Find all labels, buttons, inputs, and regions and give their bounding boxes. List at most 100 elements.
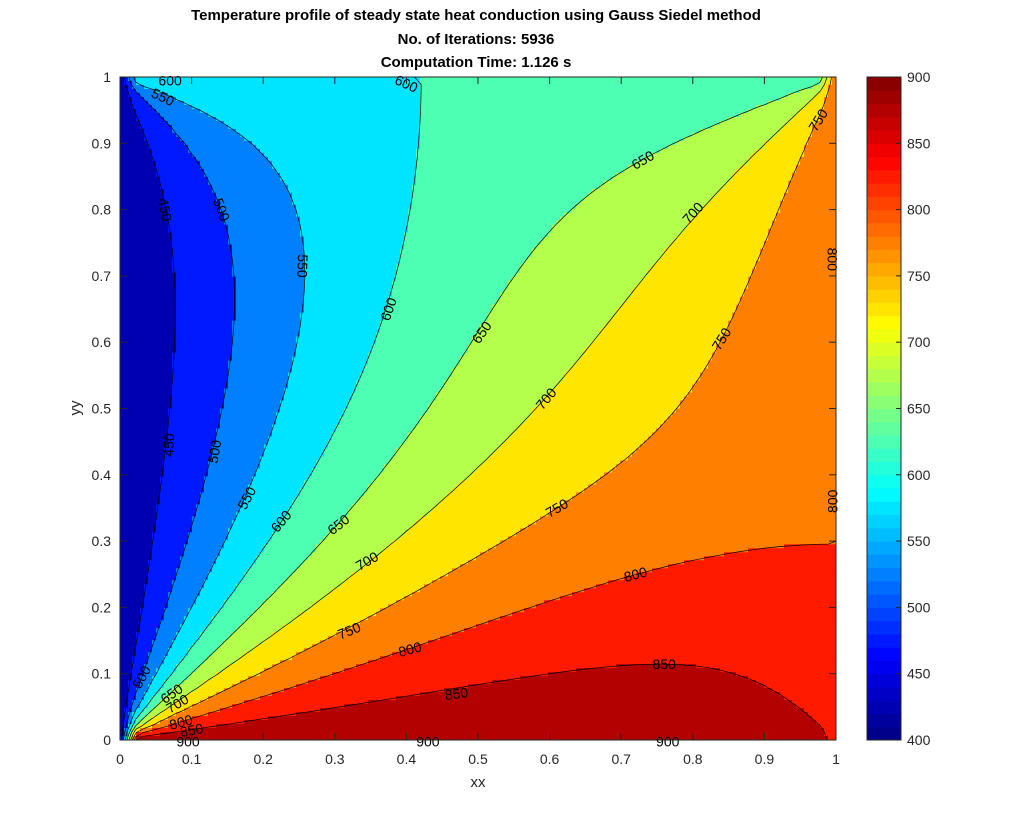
fill-cell [700, 92, 705, 98]
fill-cell [184, 120, 189, 126]
fill-cell [708, 144, 713, 150]
fill-cell [124, 92, 129, 98]
fill-cell [240, 168, 245, 174]
fill-cell [168, 77, 173, 82]
fill-cell [228, 124, 233, 130]
fill-cell [572, 176, 577, 182]
fill-cell [560, 100, 565, 106]
fill-cell [580, 136, 585, 142]
fill-cell [192, 156, 197, 162]
fill-cell [448, 116, 453, 122]
fill-cell [596, 116, 601, 122]
fill-cell [828, 168, 833, 174]
fill-cell [484, 92, 489, 98]
fill-cell [336, 168, 341, 174]
fill-cell [532, 80, 537, 86]
fill-cell [808, 108, 813, 114]
fill-cell [168, 100, 173, 106]
fill-cell [276, 80, 281, 86]
fill-cell [636, 104, 641, 110]
fill-cell [796, 124, 801, 130]
fill-cell [232, 104, 237, 110]
fill-cell [580, 132, 585, 138]
fill-cell [572, 96, 577, 102]
fill-cell [128, 172, 133, 178]
fill-cell [740, 136, 745, 142]
fill-cell [224, 144, 229, 150]
fill-cell [364, 84, 369, 90]
fill-cell [192, 92, 197, 98]
fill-cell [792, 100, 797, 106]
fill-cell [484, 140, 489, 146]
fill-cell [228, 112, 233, 118]
fill-cell [824, 84, 829, 90]
fill-cell [432, 180, 437, 186]
fill-cell [120, 96, 125, 102]
fill-cell [652, 92, 657, 98]
fill-cell [332, 140, 337, 146]
fill-cell [276, 116, 281, 122]
fill-cell [720, 92, 725, 98]
fill-cell [356, 172, 361, 178]
fill-cell [140, 164, 145, 170]
fill-cell [640, 164, 645, 170]
fill-cell [708, 148, 713, 154]
fill-cell [692, 160, 697, 166]
fill-cell [612, 112, 617, 118]
fill-cell [524, 120, 529, 126]
fill-cell [212, 120, 217, 126]
fill-cell [744, 104, 749, 110]
fill-cell [628, 172, 633, 178]
fill-cell [484, 136, 489, 142]
fill-cell [724, 156, 729, 162]
fill-cell [752, 172, 757, 178]
fill-cell [676, 92, 681, 98]
fill-cell [600, 148, 605, 154]
fill-cell [624, 96, 629, 102]
fill-cell [272, 144, 277, 150]
fill-cell [792, 144, 797, 150]
fill-cell [656, 88, 661, 94]
fill-cell [652, 108, 657, 114]
fill-cell [372, 164, 377, 170]
fill-cell [700, 160, 705, 166]
fill-cell [564, 88, 569, 94]
fill-cell [520, 77, 525, 82]
fill-cell [392, 84, 397, 90]
fill-cell [812, 144, 817, 150]
fill-cell [128, 88, 133, 94]
fill-cell [676, 184, 681, 190]
fill-cell [140, 88, 145, 94]
fill-cell [704, 172, 709, 178]
fill-cell [220, 160, 225, 166]
fill-cell [244, 132, 249, 138]
fill-cell [160, 176, 165, 182]
fill-cell [160, 92, 165, 98]
fill-cell [324, 96, 329, 102]
fill-cell [660, 152, 665, 158]
fill-cell [316, 124, 321, 130]
fill-cell [704, 120, 709, 126]
fill-cell [516, 180, 521, 186]
fill-cell [244, 77, 249, 82]
fill-cell [768, 100, 773, 106]
fill-cell [624, 124, 629, 130]
fill-cell [424, 168, 429, 174]
fill-cell [492, 168, 497, 174]
fill-cell [800, 77, 805, 82]
fill-cell [220, 152, 225, 158]
fill-cell [832, 77, 836, 82]
fill-cell [736, 124, 741, 130]
fill-cell [396, 164, 401, 170]
fill-cell [136, 108, 141, 114]
fill-cell [592, 104, 597, 110]
fill-cell [264, 152, 269, 158]
fill-cell [472, 184, 477, 190]
fill-cell [248, 180, 253, 186]
fill-cell [692, 144, 697, 150]
fill-cell [464, 132, 469, 138]
fill-cell [420, 116, 425, 122]
fill-cell [668, 180, 673, 186]
fill-cell [628, 164, 633, 170]
fill-cell [704, 108, 709, 114]
